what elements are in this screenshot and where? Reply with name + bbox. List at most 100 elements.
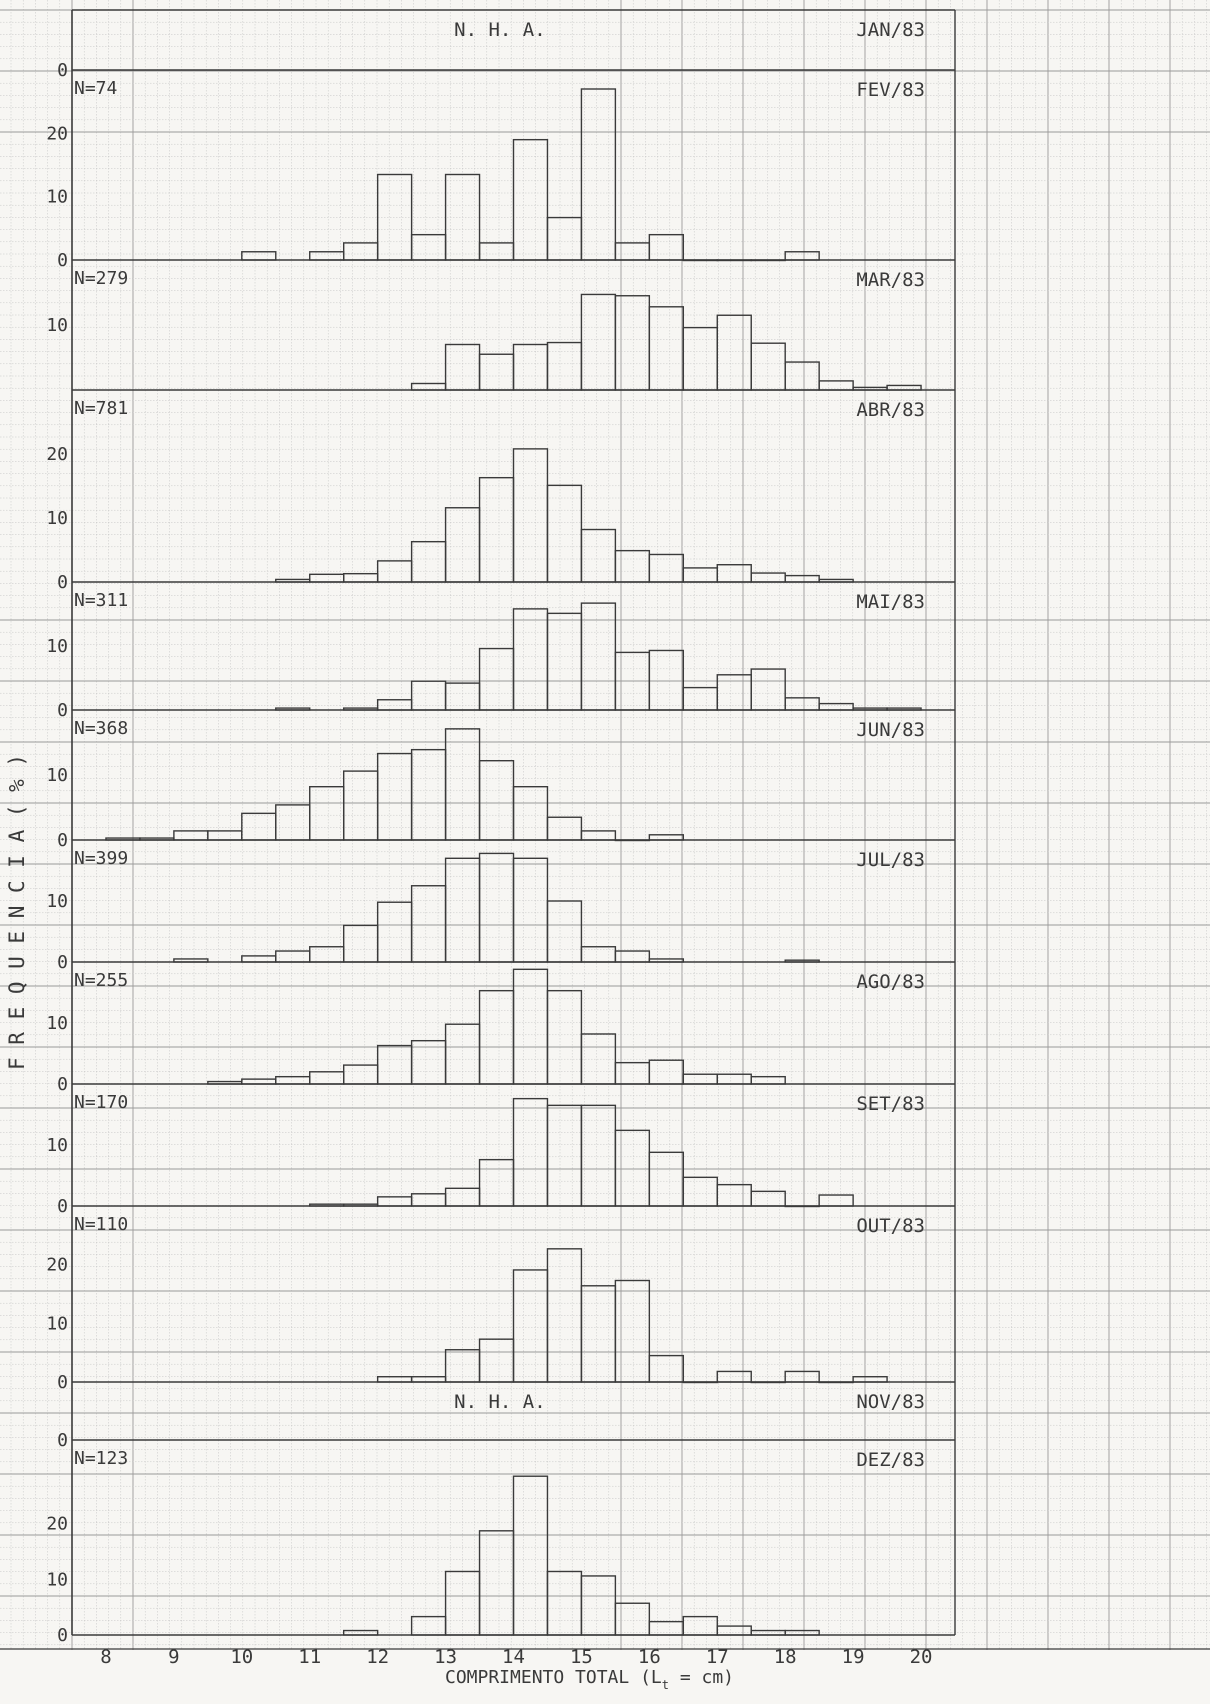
y-tick-label: 10 — [46, 187, 68, 208]
panel-jan-83: 0 JAN/83 N. H. A. — [57, 9, 955, 81]
histogram-bar — [275, 707, 311, 711]
y-tick-label: 0 — [57, 1430, 68, 1451]
panel-n-label: N=255 — [74, 970, 128, 991]
panel-n-label: N=399 — [74, 848, 128, 869]
histogram-bar — [750, 668, 786, 711]
histogram-bar — [750, 259, 786, 262]
panel-out-83: 0 10 20 OUT/83 N=110 — [46, 1214, 955, 1393]
histogram-bar — [173, 958, 209, 963]
histogram-bar — [444, 173, 481, 261]
histogram-bar — [682, 259, 718, 262]
x-tick-label: 20 — [910, 1646, 933, 1668]
panel-month-label: AGO/83 — [856, 971, 925, 993]
x-tick-label: 18 — [774, 1646, 797, 1668]
x-tick-label: 15 — [570, 1646, 593, 1668]
histogram-bar — [682, 1381, 718, 1384]
panel-note: N. H. A. — [454, 1391, 546, 1413]
y-tick-label: 20 — [46, 123, 68, 144]
histogram-bar — [750, 1075, 786, 1085]
panel-n-label: N=368 — [74, 718, 128, 739]
histogram-bar — [614, 1279, 651, 1383]
panel-ago-83: 0 10 AGO/83 N=255 — [46, 968, 955, 1095]
x-tick-label: 8 — [100, 1646, 111, 1668]
panel-fev-83: 0 10 20 FEV/83 N=74 — [46, 78, 955, 271]
panel-n-label: N=311 — [74, 590, 128, 611]
y-tick-label: 0 — [57, 700, 68, 721]
histogram-bar — [546, 900, 583, 963]
panel-n-label: N=279 — [74, 268, 128, 289]
histogram-bar — [614, 1602, 651, 1636]
histogram-bar — [648, 1354, 685, 1383]
histogram-bar — [784, 1370, 820, 1383]
panel-month-label: SET/83 — [856, 1093, 925, 1115]
y-tick-label: 10 — [46, 315, 68, 336]
histogram-bar — [648, 958, 685, 963]
y-tick-label: 10 — [46, 1569, 68, 1590]
y-tick-label: 10 — [46, 891, 68, 912]
histogram-bar — [648, 1059, 685, 1085]
y-tick-label: 0 — [57, 1372, 68, 1393]
panel-nov-83: 0 NOV/83 N. H. A. — [57, 1391, 955, 1451]
x-tick-label: 12 — [366, 1646, 389, 1668]
panel-abr-83: 0 10 20 ABR/83 N=781 — [46, 398, 955, 593]
histogram-bar — [580, 830, 617, 841]
y-axis-label: F R E Q U E N C I A ( % ) — [5, 754, 29, 1070]
y-tick-label: 10 — [46, 1013, 68, 1034]
histogram-bar — [886, 707, 922, 711]
chart-frame — [0, 10, 1210, 1650]
y-tick-label: 0 — [57, 572, 68, 593]
histogram-bar — [818, 578, 854, 583]
y-tick-label: 10 — [46, 765, 68, 786]
histogram-bar — [784, 1629, 820, 1636]
panel-mai-83: 0 10 MAI/83 N=311 — [46, 590, 955, 721]
panel-n-label: N=110 — [74, 1214, 128, 1235]
x-tick-label: 14 — [502, 1646, 525, 1668]
x-tick-label: 17 — [706, 1646, 729, 1668]
histogram-bar — [512, 786, 549, 841]
histogram-bar — [546, 816, 583, 841]
histogram-bar — [818, 702, 854, 711]
panel-month-label: MAI/83 — [856, 591, 925, 613]
y-tick-label: 20 — [46, 1255, 68, 1276]
y-tick-label: 10 — [46, 1313, 68, 1334]
panel-month-label: ABR/83 — [856, 399, 925, 421]
panel-note: N. H. A. — [454, 19, 546, 41]
panel-jul-83: 0 10 JUL/83 N=399 — [46, 848, 955, 973]
histogram-bar — [376, 173, 413, 261]
panels: 0 JAN/83 N. H. A. 0 10 20 FEV/83 N=74 10 MAR/83 N=… — [46, 9, 955, 1646]
histogram-bar — [342, 1629, 379, 1636]
panel-month-label: MAR/83 — [856, 269, 925, 291]
histogram-bar — [648, 649, 685, 711]
panel-n-label: N=781 — [74, 398, 128, 419]
histogram-bar — [784, 1205, 820, 1208]
y-tick-label: 0 — [57, 250, 68, 271]
y-tick-label: 0 — [57, 1625, 68, 1646]
panel-dez-83: 0 10 20 DEZ/83 N=123 — [46, 1448, 955, 1646]
x-tick-label: 13 — [434, 1646, 457, 1668]
y-tick-label: 10 — [46, 1135, 68, 1156]
histogram-bar — [512, 138, 549, 261]
histogram-bar — [750, 1190, 786, 1207]
panel-n-label: N=74 — [74, 78, 117, 99]
panel-month-label: OUT/83 — [856, 1215, 925, 1237]
y-tick-label: 20 — [46, 444, 68, 465]
x-tick-label: 16 — [638, 1646, 661, 1668]
histogram-bar — [512, 1475, 549, 1636]
y-tick-label: 20 — [46, 1514, 68, 1535]
panel-set-83: 0 10 SET/83 N=170 — [46, 1092, 955, 1217]
panel-month-label: FEV/83 — [856, 79, 925, 101]
panel-month-label: JUN/83 — [856, 719, 925, 741]
histogram-bar — [614, 950, 651, 963]
histogram-bar — [580, 1033, 617, 1085]
panel-month-label: DEZ/83 — [856, 1449, 925, 1471]
histogram-bar — [818, 1381, 854, 1384]
x-axis-label: COMPRIMENTO TOTAL (Lt = cm) — [445, 1667, 734, 1692]
histogram-bar — [716, 259, 752, 262]
histogram-bar — [750, 1381, 786, 1384]
histogram-bar — [716, 1370, 752, 1383]
x-tick-label: 19 — [842, 1646, 865, 1668]
y-tick-label: 0 — [57, 1074, 68, 1095]
histogram-bar — [818, 380, 854, 391]
x-tick-label: 11 — [298, 1646, 321, 1668]
